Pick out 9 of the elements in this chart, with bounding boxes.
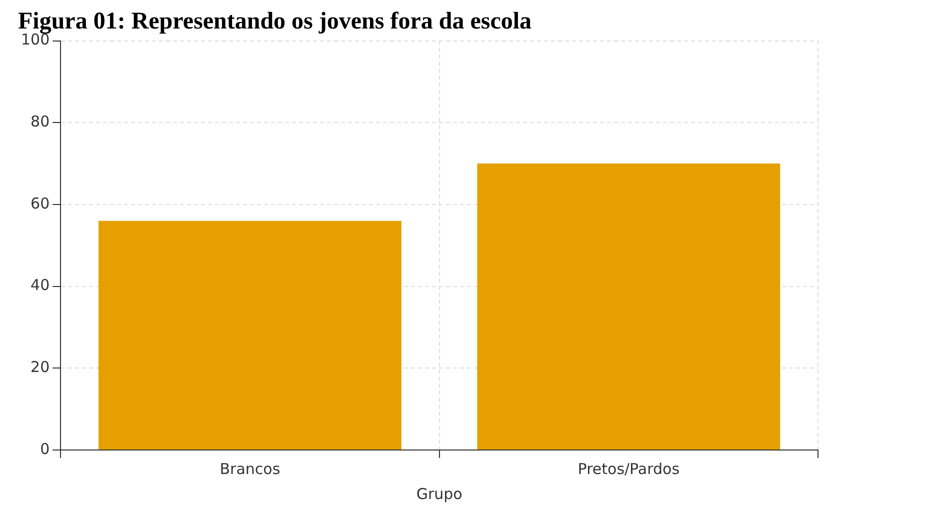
y-tick-label: 60 bbox=[30, 194, 50, 212]
y-tick-label: 20 bbox=[30, 358, 50, 376]
chart-title: Figura 01: Representando os jovens fora da escola bbox=[18, 8, 532, 35]
x-axis-title: Grupo bbox=[416, 484, 462, 503]
y-tick-label: 40 bbox=[30, 276, 50, 294]
y-tick-label: 80 bbox=[30, 112, 50, 131]
x-tick-label: Pretos/Pardos bbox=[578, 460, 680, 478]
y-tick-label: 0 bbox=[40, 440, 50, 458]
x-tick-label: Brancos bbox=[220, 460, 280, 478]
